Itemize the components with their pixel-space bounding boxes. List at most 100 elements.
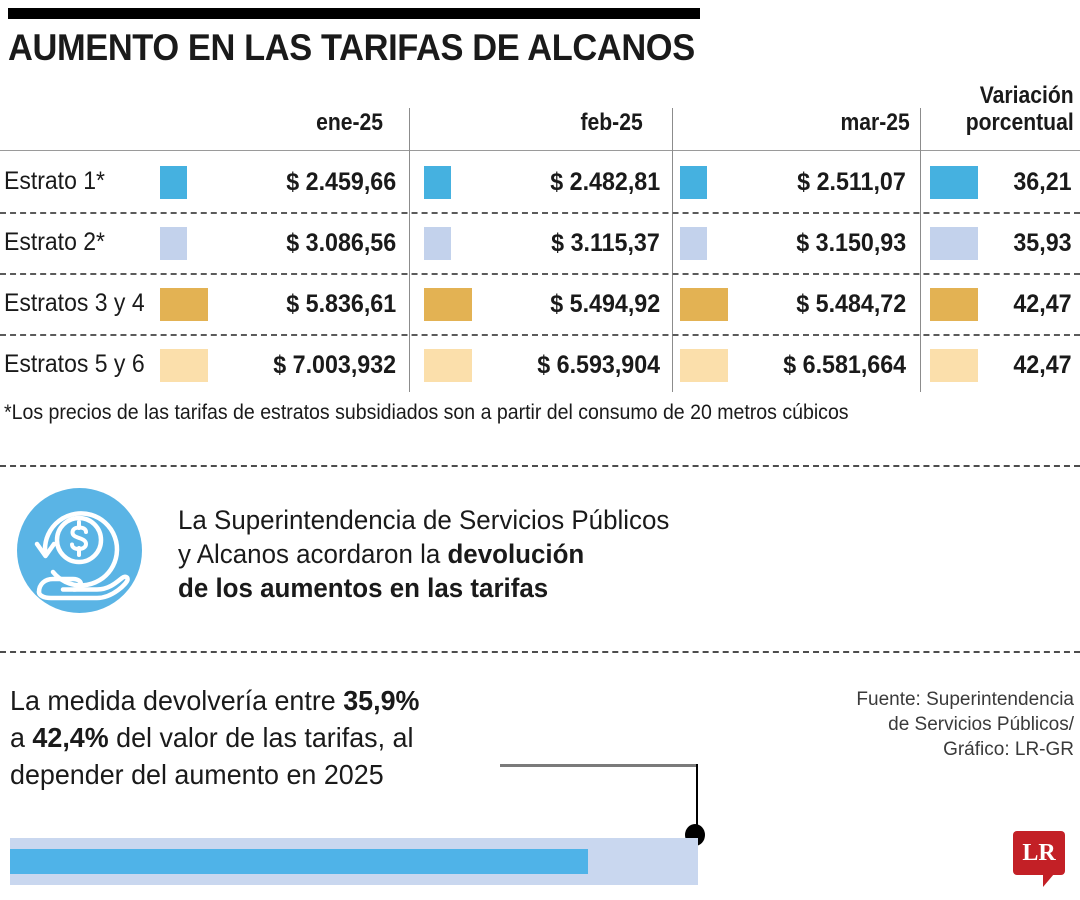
row-label: Estratos 5 y 6: [4, 350, 145, 378]
cell-value: $ 6.581,664: [783, 351, 906, 379]
legend-swatch: [930, 288, 978, 321]
cell-value: $ 3.150,93: [796, 229, 906, 257]
cell-value: $ 6.593,904: [537, 351, 660, 379]
column-header-variacion: Variación porcentual: [966, 82, 1074, 136]
table-cell-ene: $ 5.836,61: [160, 284, 400, 324]
header-underline: [0, 150, 1080, 151]
legend-swatch: [930, 227, 978, 260]
lr-logo: LR: [1013, 831, 1065, 887]
table-cell-feb: $ 6.593,904: [424, 345, 664, 385]
cell-value: $ 2.482,81: [550, 168, 660, 196]
table-cell-ene: $ 2.459,66: [160, 162, 400, 202]
column-header-variacion-line2: porcentual: [966, 109, 1074, 136]
legend-swatch: [680, 349, 728, 382]
legend-swatch: [680, 166, 707, 199]
measure-line2: a 42,4% del valor de las tarifas, al: [10, 719, 419, 756]
cell-value: $ 5.494,92: [550, 290, 660, 318]
refund-callout: La Superintendencia de Servicios Público…: [0, 485, 1080, 635]
leader-line-vertical: [696, 764, 698, 830]
measure-line1-plain: La medida devolvería entre: [10, 685, 344, 716]
cell-value: $ 3.115,37: [551, 229, 660, 257]
legend-swatch: [160, 227, 187, 260]
refund-text-line2: y Alcanos acordaron la devolución: [178, 537, 669, 571]
table-cell-feb: $ 3.115,37: [424, 223, 664, 263]
table-footnote: *Los precios de las tarifas de estratos …: [4, 401, 849, 424]
cell-value: $ 5.836,61: [286, 290, 396, 318]
table-row: Estratos 3 y 4 $ 5.836,61 $ 5.494,92 $ 5…: [0, 274, 1080, 335]
table-row: Estratos 5 y 6 $ 7.003,932 $ 6.593,904 $…: [0, 335, 1080, 396]
table-row: Estrato 1* $ 2.459,66 $ 2.482,81 $ 2.511…: [0, 152, 1080, 213]
refund-text: La Superintendencia de Servicios Público…: [178, 503, 669, 605]
table-cell-mar: $ 2.511,07: [680, 162, 910, 202]
table-cell-variacion: 36,21: [930, 162, 1076, 202]
table-cell-variacion: 42,47: [930, 345, 1076, 385]
legend-swatch: [160, 166, 187, 199]
refund-text-line1: La Superintendencia de Servicios Público…: [178, 505, 670, 535]
cell-value: 35,93: [1013, 229, 1072, 257]
table-cell-variacion: 35,93: [930, 223, 1076, 263]
table-cell-mar: $ 6.581,664: [680, 345, 910, 385]
cell-value: 42,47: [1013, 290, 1072, 318]
column-divider-2: [672, 108, 673, 392]
column-divider-1: [409, 108, 410, 392]
section-divider: [0, 651, 1080, 653]
table-cell-variacion: 42,47: [930, 284, 1076, 324]
section-divider: [0, 465, 1080, 467]
measure-line2-plain-b: del valor de las tarifas, al: [108, 722, 414, 753]
cell-value: $ 7.003,932: [273, 351, 396, 379]
legend-swatch: [930, 166, 978, 199]
legend-swatch: [424, 227, 451, 260]
cell-value: 42,47: [1013, 351, 1072, 379]
row-label: Estratos 3 y 4: [4, 289, 145, 317]
table-cell-ene: $ 7.003,932: [160, 345, 400, 385]
cell-value: $ 2.459,66: [286, 168, 396, 196]
measure-line1: La medida devolvería entre 35,9%: [10, 682, 419, 719]
table-cell-ene: $ 3.086,56: [160, 223, 400, 263]
table-cell-mar: $ 5.484,72: [680, 284, 910, 324]
legend-swatch: [424, 349, 472, 382]
table-cell-feb: $ 2.482,81: [424, 162, 664, 202]
measure-statement: La medida devolvería entre 35,9% a 42,4%…: [10, 682, 419, 793]
cell-value: $ 2.511,07: [797, 168, 906, 196]
cell-value: $ 5.484,72: [796, 290, 906, 318]
column-header-variacion-line1: Variación: [980, 82, 1074, 109]
refund-line2-plain: y Alcanos acordaron la: [178, 539, 448, 569]
table-cell-feb: $ 5.494,92: [424, 284, 664, 324]
row-label: Estrato 2*: [4, 228, 105, 256]
table-row: Estrato 2* $ 3.086,56 $ 3.115,37 $ 3.150…: [0, 213, 1080, 274]
measure-line3: depender del aumento en 2025: [10, 759, 384, 790]
column-header-mar: mar-25: [840, 109, 910, 136]
legend-swatch: [680, 227, 707, 260]
source-line1: Fuente: Superintendencia: [856, 689, 1074, 710]
row-separator: [0, 334, 1080, 336]
refund-line3-bold: de los aumentos en las tarifas: [178, 573, 549, 603]
lr-logo-bubble: [1013, 831, 1065, 875]
row-separator: [0, 273, 1080, 275]
title-rule: [8, 8, 700, 19]
row-separator: [0, 212, 1080, 214]
source-line2: de Servicios Públicos/: [888, 714, 1074, 735]
table-cell-mar: $ 3.150,93: [680, 223, 910, 263]
legend-swatch: [424, 288, 472, 321]
column-header-ene: ene-25: [316, 109, 383, 136]
measure-line2-plain-a: a: [10, 722, 33, 753]
legend-swatch: [680, 288, 728, 321]
lr-logo-tail: [1043, 874, 1054, 887]
legend-swatch: [930, 349, 978, 382]
cell-value: 36,21: [1013, 168, 1072, 196]
legend-swatch: [424, 166, 451, 199]
rate-table: ene-25 feb-25 mar-25 Variación porcentua…: [0, 76, 1080, 392]
cell-value: $ 3.086,56: [286, 229, 396, 257]
legend-swatch: [160, 288, 208, 321]
lr-logo-text: LR: [1022, 840, 1056, 866]
leader-line-horizontal: [500, 764, 697, 767]
column-header-feb: feb-25: [580, 109, 643, 136]
page-title: AUMENTO EN LAS TARIFAS DE ALCANOS: [8, 27, 695, 68]
measure-line1-bold: 35,9%: [343, 685, 420, 716]
source-line3: Gráfico: LR-GR: [943, 739, 1074, 760]
legend-swatch: [160, 349, 208, 382]
refund-text-line3: de los aumentos en las tarifas: [178, 571, 669, 605]
hand-holding-money-refund-icon: [17, 488, 142, 613]
column-divider-3: [920, 108, 921, 392]
refund-line2-bold: devolución: [447, 539, 585, 569]
